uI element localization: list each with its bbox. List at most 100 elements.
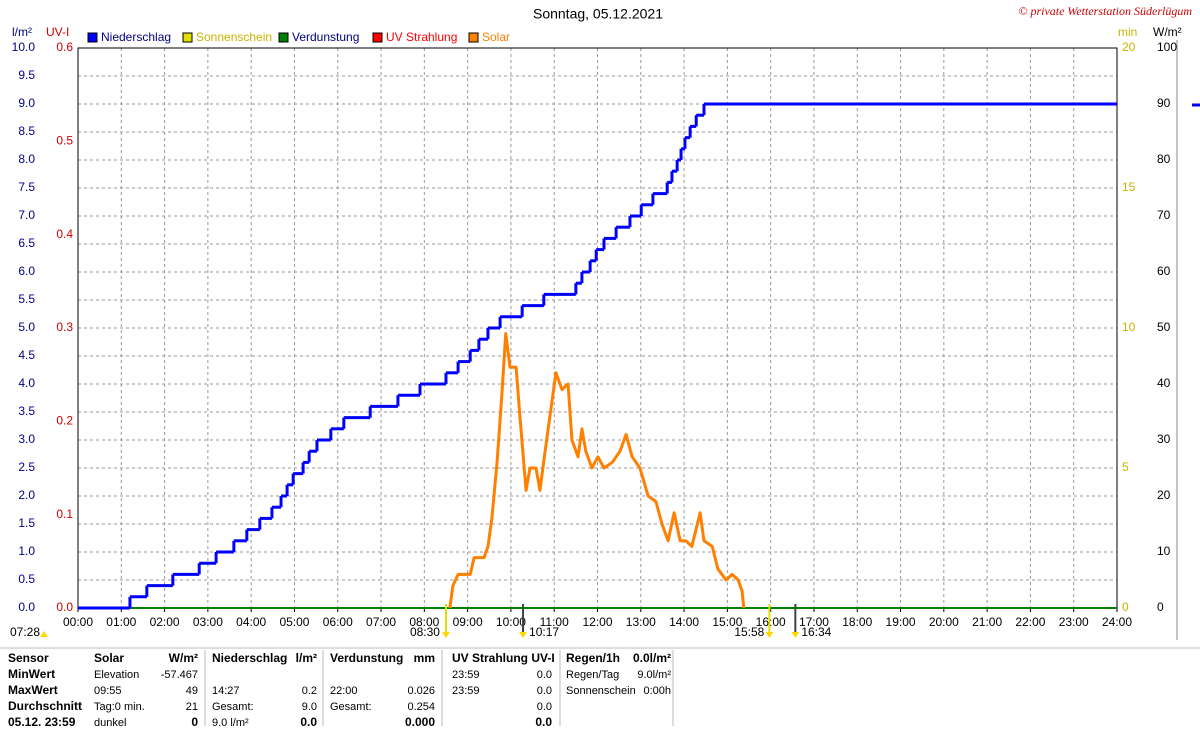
legend-swatch xyxy=(468,32,479,43)
y2-tick-label: 50 xyxy=(1157,320,1171,334)
y-tick-label: 5.0 xyxy=(18,320,35,334)
table-cell: UV Strahlung UV-I xyxy=(452,651,555,665)
y-tick-label: 3.0 xyxy=(18,432,35,446)
x-tick-label: 22:00 xyxy=(1015,615,1045,629)
x-tick-label: 05:00 xyxy=(279,615,309,629)
table-cell: Regen/Tag xyxy=(566,669,619,681)
table-cell: 09:55 xyxy=(94,685,122,697)
table-cell: 0.0 xyxy=(300,715,317,726)
table-cell: 22:00 xyxy=(330,685,358,697)
legend-swatch xyxy=(182,32,193,43)
table-cell: -57.467 xyxy=(161,669,198,681)
legend-label: Solar xyxy=(482,30,510,44)
y-tick-label: 8.5 xyxy=(18,124,35,138)
annotation-label: 08:30 xyxy=(410,625,440,639)
table-cell: 9.0l/m² xyxy=(637,669,671,681)
x-tick-label: 01:00 xyxy=(106,615,136,629)
x-tick-label: 03:00 xyxy=(193,615,223,629)
table-cell: 0.254 xyxy=(407,701,435,713)
y-tick-label: 9.0 xyxy=(18,96,35,110)
legend-label: Verdunstung xyxy=(292,30,359,44)
y3-axis-unit: UV-I xyxy=(46,25,69,39)
table-cell: W/m² xyxy=(169,651,198,665)
table-cell: 9.0 l/m² xyxy=(212,717,249,726)
table-cell: Regen/1h xyxy=(566,651,620,665)
table-cell: Tag:0 min. xyxy=(94,701,145,713)
y2-tick-label: 60 xyxy=(1157,264,1171,278)
legend-swatch xyxy=(372,32,383,43)
y3-tick-label: 0.1 xyxy=(56,507,73,521)
table-cell: Niederschlag xyxy=(212,651,287,665)
table-cell: 49 xyxy=(186,685,198,697)
table-cell: 0.0 xyxy=(535,715,552,726)
legend-label: Sonnenschein xyxy=(196,30,272,44)
table-cell: Solar xyxy=(94,651,124,665)
x-tick-label: 08:00 xyxy=(409,615,439,629)
legend-swatch xyxy=(87,32,98,43)
chart-title: Sonntag, 05.12.2021 xyxy=(533,6,663,22)
y4-tick-label: 10 xyxy=(1122,320,1136,334)
table-cell: 23:59 xyxy=(452,669,480,681)
table-cell: MaxWert xyxy=(8,683,58,697)
y4-tick-label: 15 xyxy=(1122,180,1136,194)
x-tick-label: 18:00 xyxy=(842,615,872,629)
y-tick-label: 6.5 xyxy=(18,236,35,250)
x-tick-label: 02:00 xyxy=(150,615,180,629)
table-cell: 21 xyxy=(186,701,198,713)
y2-tick-label: 0 xyxy=(1157,600,1164,614)
y2-tick-label: 10 xyxy=(1157,544,1171,558)
x-tick-label: 24:00 xyxy=(1102,615,1132,629)
annotation-label: 15:58 xyxy=(734,625,764,639)
annotation-label: 10:17 xyxy=(529,625,559,639)
y-tick-label: 1.0 xyxy=(18,544,35,558)
x-tick-label: 04:00 xyxy=(236,615,266,629)
y-tick-label: 0.5 xyxy=(18,572,35,586)
y3-tick-label: 0.5 xyxy=(56,134,73,148)
table-cell: mm xyxy=(414,651,435,665)
y-tick-label: 7.0 xyxy=(18,208,35,222)
y2-tick-label: 70 xyxy=(1157,208,1171,222)
y-tick-label: 1.5 xyxy=(18,516,35,530)
table-cell: 0.0l/m² xyxy=(633,651,671,665)
table-cell: Verdunstung xyxy=(330,651,403,665)
y2-tick-label: 80 xyxy=(1157,152,1171,166)
x-tick-label: 19:00 xyxy=(886,615,916,629)
table-cell: dunkel xyxy=(94,717,126,726)
annotation-label: 16:34 xyxy=(801,625,831,639)
x-tick-label: 16:00 xyxy=(756,615,786,629)
y4-tick-label: 20 xyxy=(1122,40,1136,54)
x-tick-label: 21:00 xyxy=(972,615,1002,629)
table-cell: Gesamt: xyxy=(212,701,254,713)
y-tick-label: 8.0 xyxy=(18,152,35,166)
x-tick-label: 23:00 xyxy=(1059,615,1089,629)
table-cell: 0 xyxy=(191,715,198,726)
x-tick-label: 11:00 xyxy=(540,615,569,629)
legend-label: UV Strahlung xyxy=(386,30,457,44)
table-cell: 0.026 xyxy=(407,685,435,697)
x-tick-label: 06:00 xyxy=(323,615,353,629)
annotation-label: 07:28 xyxy=(10,625,40,639)
x-tick-label: 07:00 xyxy=(366,615,396,629)
y-tick-label: 10.0 xyxy=(12,40,36,54)
x-tick-label: 09:00 xyxy=(453,615,483,629)
y-tick-label: 4.0 xyxy=(18,376,35,390)
y-tick-label: 7.5 xyxy=(18,180,35,194)
sun-icon xyxy=(791,632,800,638)
legend-swatch xyxy=(278,32,289,43)
y4-axis-unit: min xyxy=(1118,25,1137,39)
table-cell: 23:59 xyxy=(452,685,480,697)
y3-tick-label: 0.2 xyxy=(56,414,73,428)
y2-axis-unit: W/m² xyxy=(1153,25,1182,39)
legend-label: Niederschlag xyxy=(101,30,171,44)
table-cell: MinWert xyxy=(8,667,55,681)
y3-tick-label: 0.6 xyxy=(56,40,73,54)
y-tick-label: 5.5 xyxy=(18,292,35,306)
x-tick-label: 00:00 xyxy=(63,615,93,629)
x-tick-label: 15:00 xyxy=(712,615,742,629)
y-tick-label: 6.0 xyxy=(18,264,35,278)
table-cell: 0.0 xyxy=(537,701,552,713)
y-axis-unit: l/m² xyxy=(12,25,32,39)
table-cell: Durchschnitt xyxy=(8,699,82,713)
y-tick-label: 4.5 xyxy=(18,348,35,362)
